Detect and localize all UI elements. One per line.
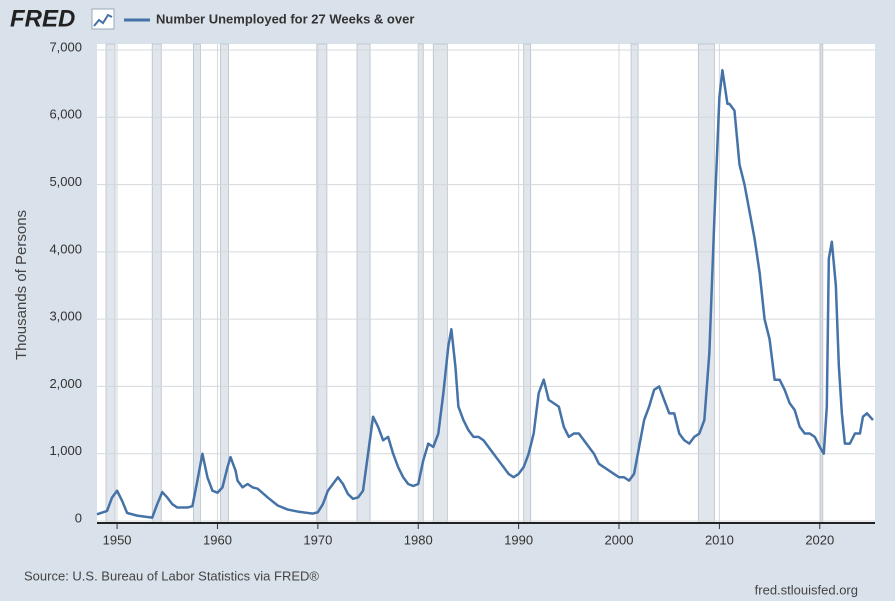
x-tick-label: 1950 xyxy=(103,532,132,547)
y-tick-label: 2,000 xyxy=(49,376,82,391)
recession-band xyxy=(630,43,639,524)
y-tick-label: 5,000 xyxy=(49,174,82,189)
y-tick-label: 3,000 xyxy=(49,309,82,324)
x-tick-label: 1960 xyxy=(203,532,232,547)
y-tick-label: 7,000 xyxy=(49,39,82,54)
plot-area xyxy=(97,44,875,523)
url: fred.stlouisfed.org xyxy=(755,582,858,597)
recession-band xyxy=(105,43,116,524)
x-tick-label: 2010 xyxy=(705,532,734,547)
recession-band xyxy=(151,43,162,524)
recession-band xyxy=(192,43,201,524)
legend-label: Number Unemployed for 27 Weeks & over xyxy=(156,11,414,26)
x-tick-label: 1990 xyxy=(504,532,533,547)
y-axis-title: Thousands of Persons xyxy=(13,210,30,360)
recession-band xyxy=(316,43,328,524)
x-tick-label: 2020 xyxy=(805,532,834,547)
y-tick-label: 0 xyxy=(75,510,82,525)
recession-band xyxy=(417,43,424,524)
recession-band xyxy=(220,43,229,524)
x-tick-label: 2000 xyxy=(605,532,634,547)
x-tick-label: 1980 xyxy=(404,532,433,547)
series-line xyxy=(96,68,874,519)
y-tick-label: 6,000 xyxy=(49,107,82,122)
y-tick-label: 1,000 xyxy=(49,443,82,458)
logo: FRED xyxy=(10,5,75,32)
recession-band xyxy=(432,43,448,524)
y-tick-label: 4,000 xyxy=(49,241,82,256)
logo-icon xyxy=(91,8,115,30)
source: Source: U.S. Bureau of Labor Statistics … xyxy=(24,568,319,583)
x-tick-label: 1970 xyxy=(303,532,332,547)
